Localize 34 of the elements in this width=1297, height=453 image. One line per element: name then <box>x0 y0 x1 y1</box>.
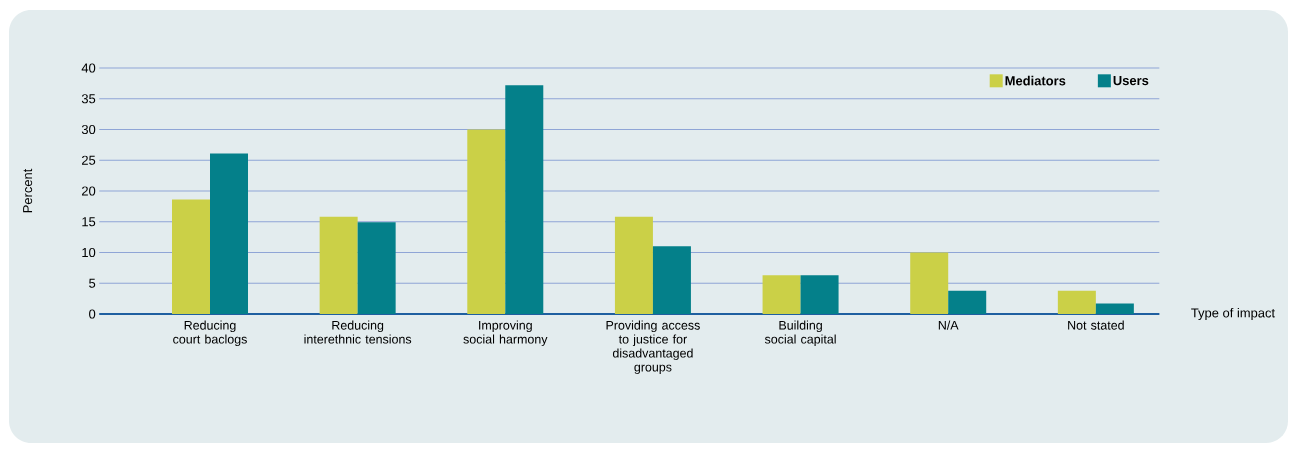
bar <box>948 290 987 314</box>
bar <box>319 216 358 314</box>
x-tick-label: Improving social harmony <box>463 320 548 347</box>
y-tick-label: 20 <box>82 186 96 196</box>
bar <box>1095 303 1134 314</box>
bar <box>614 216 653 314</box>
bar <box>172 199 210 314</box>
x-tick-label: N/A <box>938 320 959 330</box>
legend-label: Users <box>1113 76 1149 86</box>
bar <box>1057 290 1096 314</box>
y-tick-label: 5 <box>89 278 96 288</box>
x-tick-label: Providing access to justice for disadvantaged groups <box>606 320 700 374</box>
bar <box>505 85 544 314</box>
bar <box>800 275 839 314</box>
y-axis-title: Percent <box>23 168 33 213</box>
y-tick-label: 30 <box>81 124 96 135</box>
x-tick-label: Reducing interethnic tensions <box>304 320 412 344</box>
bar <box>210 153 248 314</box>
bar <box>467 129 506 314</box>
legend-label: Mediators <box>1005 75 1066 86</box>
x-tick-label: Building social capital <box>764 320 836 347</box>
y-tick-label: 25 <box>82 155 96 165</box>
bar <box>357 222 396 314</box>
y-tick-label: 15 <box>82 217 96 227</box>
y-tick-label: 0 <box>89 309 96 319</box>
y-tick-label: 40 <box>81 63 96 73</box>
x-tick-label: Not stated <box>1068 320 1124 330</box>
bar <box>652 246 691 314</box>
bar <box>910 252 949 314</box>
y-tick-label: 35 <box>81 94 96 104</box>
bar <box>762 275 801 314</box>
y-tick-label: 10 <box>82 247 96 258</box>
x-tick-label: Reducing court baclogs <box>173 320 247 347</box>
x-axis-title: Type of impact <box>1191 307 1275 321</box>
